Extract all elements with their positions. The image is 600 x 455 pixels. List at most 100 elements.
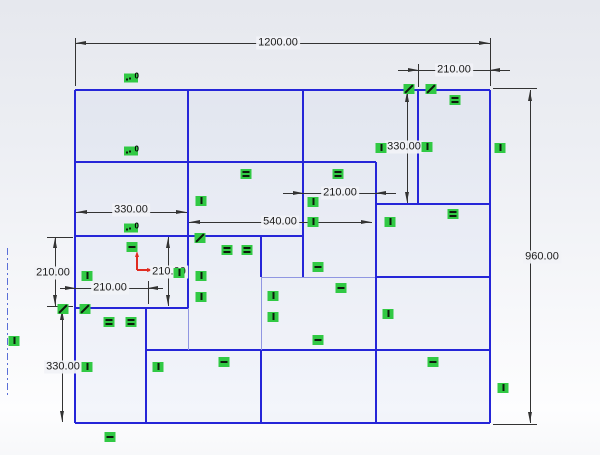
relation-equal-icon[interactable] [332, 169, 344, 179]
dimension-arrowhead [376, 190, 386, 195]
dimension-arrowhead [361, 219, 371, 224]
sketch-line[interactable] [376, 276, 490, 278]
relation-vertical-icon[interactable] [382, 309, 394, 319]
relation-equal-icon[interactable] [447, 209, 459, 219]
dimension-arrowhead [165, 238, 170, 248]
sketch-line[interactable] [187, 90, 189, 308]
relation-vertical-icon[interactable] [81, 362, 93, 372]
relation-vertical-icon[interactable] [81, 271, 93, 281]
sketch-line[interactable] [302, 90, 304, 277]
dimension-middle-piece-width[interactable]: 210.00 [321, 186, 359, 200]
relation-horizontal-icon[interactable] [126, 242, 138, 252]
relation-vertical-icon[interactable] [375, 143, 387, 153]
dimension-arrowhead [77, 209, 87, 214]
dimension-arrowhead [527, 91, 532, 101]
dimension-line [493, 423, 537, 425]
dimension-line [74, 38, 76, 86]
relation-horizontal-icon[interactable] [335, 283, 347, 293]
origin-axis[interactable] [137, 269, 148, 271]
relation-horizontal-icon[interactable] [427, 357, 439, 367]
relation-vertical-icon[interactable] [267, 312, 279, 322]
sketch-line[interactable] [489, 90, 491, 423]
sketch-line[interactable] [74, 90, 76, 423]
dimension-arrowhead [148, 285, 158, 290]
dimension-top-right-piece-height[interactable]: 330.00 [385, 140, 423, 154]
relation-horizontal-icon[interactable] [312, 335, 324, 345]
relation-vertical-icon[interactable] [307, 217, 319, 227]
sketch-line[interactable] [75, 161, 376, 163]
dimension-arrowhead [135, 251, 139, 257]
dimension-line [493, 87, 537, 89]
relation-vertical-icon[interactable] [307, 197, 319, 207]
dimension-arrowhead [190, 219, 200, 224]
dimension-bottom-left-piece-height[interactable]: 330.00 [44, 360, 82, 374]
relation-vertical-icon[interactable] [195, 292, 207, 302]
relation-equal-icon[interactable] [125, 317, 137, 327]
dimension-arrowhead [147, 268, 153, 272]
dimension-bottom-left-piece-width[interactable]: 210.00 [91, 281, 129, 295]
centerline[interactable] [7, 248, 8, 398]
relation-collinear-icon[interactable] [403, 84, 415, 94]
relation-horizontal-icon[interactable] [312, 262, 324, 272]
dimension-line [376, 192, 396, 194]
relation-vertical-icon[interactable] [152, 362, 164, 372]
relation-vertical-icon[interactable] [421, 142, 433, 152]
sketch-line[interactable] [375, 162, 377, 423]
sketch-line[interactable] [146, 349, 490, 351]
relation-coincident-zero-icon[interactable]: 0 [124, 145, 139, 156]
sketch-line[interactable] [145, 308, 147, 423]
relation-collinear-icon[interactable] [425, 84, 437, 94]
relation-vertical-icon[interactable] [195, 196, 207, 206]
dimension-overall-height[interactable]: 960.00 [523, 250, 561, 264]
dimension-arrowhead [52, 295, 57, 305]
relation-equal-icon[interactable] [240, 169, 252, 179]
dimension-arrowhead [479, 40, 489, 45]
sketch-line[interactable] [75, 307, 188, 309]
sketch-line[interactable] [75, 235, 303, 237]
dimension-top-right-piece-width[interactable]: 210.00 [435, 63, 473, 77]
relation-vertical-icon[interactable] [195, 271, 207, 281]
sketch-line[interactable] [260, 236, 262, 277]
dimension-overall-width[interactable]: 1200.00 [256, 36, 300, 50]
relation-coincident-zero-icon[interactable]: 0 [124, 222, 139, 233]
dimension-arrowhead [76, 40, 86, 45]
relation-vertical-icon[interactable] [173, 268, 185, 278]
sketch-line[interactable] [261, 276, 376, 278]
sketch-line[interactable] [260, 277, 262, 350]
sketch-line[interactable] [260, 350, 262, 423]
dimension-arrowhead [293, 190, 303, 195]
sketch-line[interactable] [376, 203, 490, 205]
dimension-arrowhead [404, 92, 409, 102]
sketch-line[interactable] [187, 308, 189, 350]
dimension-left-piece-width[interactable]: 330.00 [112, 203, 150, 217]
dimension-arrowhead [404, 192, 409, 202]
dimension-arrowhead [490, 67, 500, 72]
relation-vertical-icon[interactable] [494, 143, 506, 153]
dimension-middle-span-width[interactable]: 540.00 [261, 215, 299, 229]
relation-vertical-icon[interactable] [384, 217, 396, 227]
relation-horizontal-icon[interactable] [104, 432, 116, 442]
relation-equal-icon[interactable] [449, 95, 461, 105]
relation-vertical-icon[interactable] [497, 383, 509, 393]
relation-equal-icon[interactable] [241, 245, 253, 255]
dimension-line [417, 64, 419, 87]
relation-vertical-icon[interactable] [267, 291, 279, 301]
relation-horizontal-icon[interactable] [218, 357, 230, 367]
dimension-arrowhead [165, 295, 170, 305]
dimension-left-row-height[interactable]: 210.00 [34, 266, 72, 280]
relation-equal-icon[interactable] [103, 317, 115, 327]
sketch-line[interactable] [75, 89, 490, 91]
relation-equal-icon[interactable] [221, 245, 233, 255]
relation-collinear-icon[interactable] [57, 304, 69, 314]
dimension-line [489, 38, 491, 86]
relation-coincident-zero-icon[interactable]: 0 [124, 71, 139, 83]
dimension-arrowhead [65, 285, 75, 290]
dimension-line [47, 236, 73, 238]
relation-collinear-icon[interactable] [79, 304, 91, 314]
relation-vertical-icon[interactable] [8, 336, 20, 346]
relation-zero-label: 0 [134, 71, 139, 81]
origin-axis[interactable] [136, 256, 138, 270]
sketch-line[interactable] [75, 422, 490, 424]
relation-collinear-icon[interactable] [194, 233, 206, 243]
